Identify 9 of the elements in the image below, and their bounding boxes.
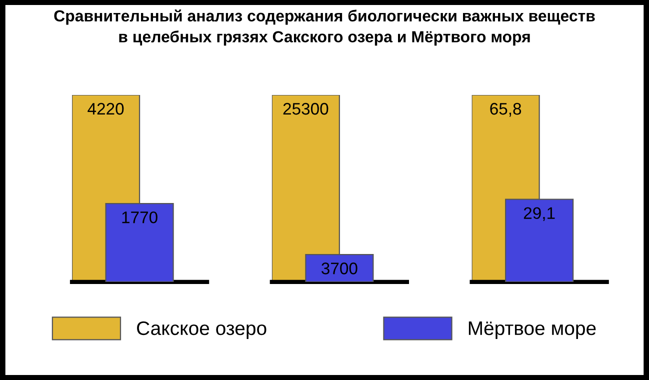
legend-label: Мёртвое море xyxy=(468,322,596,339)
data-label: 4220 xyxy=(88,102,124,115)
legend-label: Сакское озеро xyxy=(137,321,266,339)
data-label: 25300 xyxy=(283,102,328,115)
data-label: 29,1 xyxy=(524,207,555,221)
data-label: 65,8 xyxy=(490,102,522,117)
data-label: 3700 xyxy=(322,262,358,274)
data-label: 1770 xyxy=(122,211,158,224)
text: Сравнительный анализ содержания биологически важных веществ в целебных грязях Сакского озера и Мёртвого моря xyxy=(54,10,595,46)
